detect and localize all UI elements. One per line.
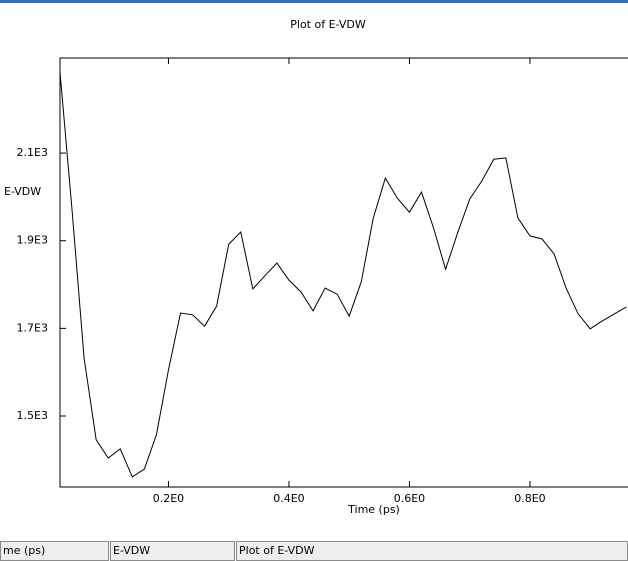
data-line <box>59 71 627 478</box>
y-tick-label: 2.1E3 <box>17 146 48 159</box>
status-field: me (ps) <box>0 541 109 561</box>
x-tick-label: 0.8E0 <box>514 492 545 505</box>
y-tick-label: 1.7E3 <box>17 321 48 334</box>
x-tick-label: 0.4E0 <box>273 492 304 505</box>
y-tick-label: 1.9E3 <box>17 234 48 247</box>
x-axis-label: Time (ps) <box>347 503 400 516</box>
y-axis-label: E-VDW <box>4 185 41 198</box>
plot-frame <box>59 57 628 488</box>
status-field: E-VDW <box>110 541 235 561</box>
chart-title: Plot of E-VDW <box>290 18 366 31</box>
window-top-bar <box>0 0 628 3</box>
y-tick-label: 1.5E3 <box>17 409 48 422</box>
x-tick-label: 0.6E0 <box>394 492 425 505</box>
chart: Plot of E-VDW E-VDW Time (ps) 1.5E3 1.7E3… <box>0 0 628 516</box>
x-tick-label: 0.2E0 <box>153 492 184 505</box>
status-field: Plot of E-VDW <box>236 541 628 561</box>
